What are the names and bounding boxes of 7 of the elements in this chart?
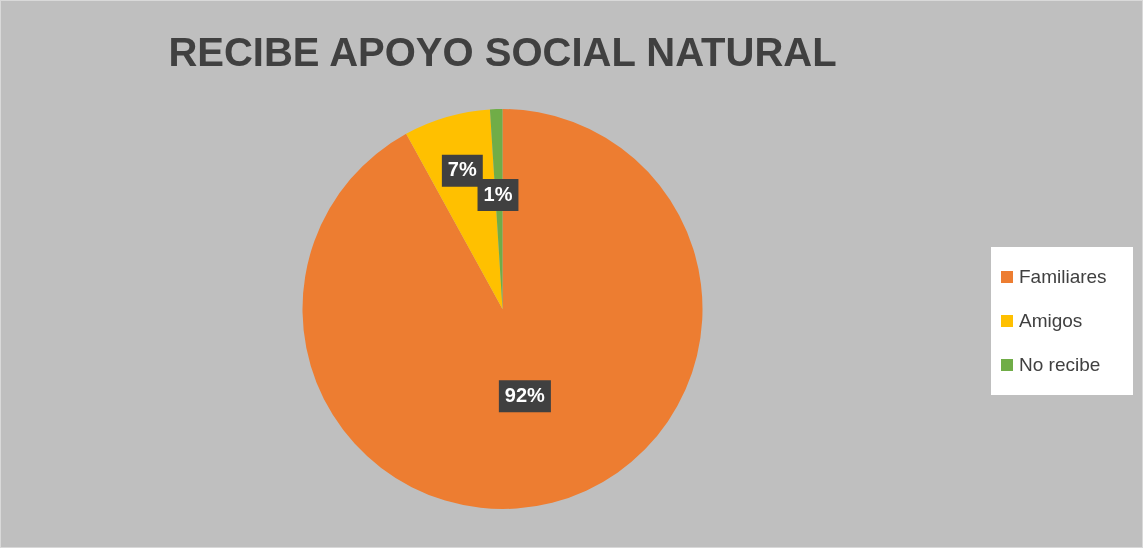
data-label: 92% xyxy=(504,383,546,406)
legend-label: Amigos xyxy=(1019,310,1083,332)
data-label: 7% xyxy=(447,158,477,181)
legend-label: No recibe xyxy=(1019,354,1101,376)
data-label: 1% xyxy=(483,182,513,205)
legend-label: Familiares xyxy=(1019,266,1107,288)
chart-title: RECIBE APOYO SOCIAL NATURAL xyxy=(168,30,837,75)
